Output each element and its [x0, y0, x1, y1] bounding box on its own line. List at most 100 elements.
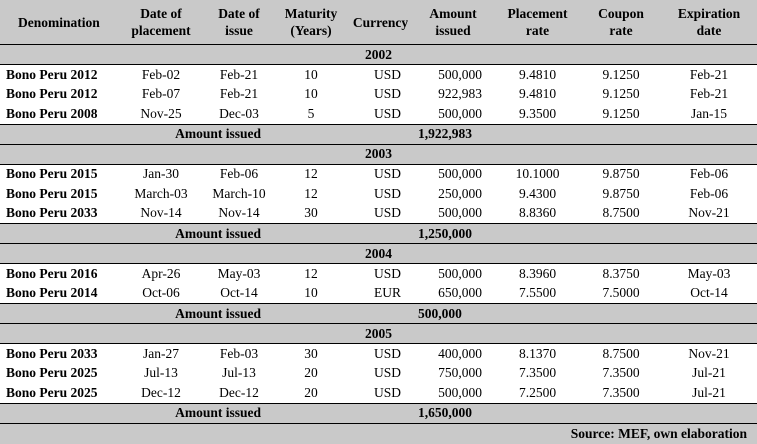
table-cell: 7.5000	[602, 285, 640, 301]
header-date-of-issue: Date of issue	[205, 0, 273, 45]
total-row: Amount issued 1,250,000	[0, 223, 757, 244]
table-cell: 30	[304, 205, 318, 221]
header-maturity: Maturity (Years)	[273, 0, 349, 45]
table-cell: March-03	[134, 185, 188, 201]
header-amount-issued: Amount issued	[412, 0, 494, 45]
table-cell: 20	[304, 384, 318, 400]
table-cell: Bono Peru 2015	[6, 185, 98, 201]
total-gap	[273, 223, 412, 244]
table-cell: Jul-13	[222, 365, 256, 381]
table-cell: 10	[273, 64, 349, 85]
table-cell: Feb-03	[205, 343, 273, 364]
header-date-of-placement: Date of placement	[117, 0, 205, 45]
table-cell: USD	[373, 205, 401, 221]
table-cell: May-03	[661, 263, 757, 284]
table-cell: Jan-27	[117, 343, 205, 364]
table-row: Bono Peru 2015 Jan-30 Feb-06 12 USD 500,000 10…	[0, 163, 757, 184]
total-gap	[273, 123, 412, 144]
table-cell: Dec-03	[219, 105, 259, 121]
table-cell: USD	[373, 105, 401, 121]
table-row: Bono Peru 2012 Feb-07 Feb-21 10 USD 922,983 9.…	[0, 85, 757, 105]
table-cell: 9.1250	[602, 105, 640, 121]
table-cell: Nov-21	[688, 205, 730, 221]
table-cell: Feb-21	[205, 64, 273, 85]
header-denomination: Denomination	[0, 0, 117, 45]
table-cell: 8.3750	[581, 263, 661, 284]
table-cell: Bono Peru 2008	[6, 105, 98, 121]
table-cell: 7.3500	[518, 365, 557, 381]
table-cell: USD	[349, 64, 412, 85]
table-cell: 10.1000	[494, 163, 581, 184]
table-cell: 9.8750	[602, 185, 640, 201]
table-cell: 9.4300	[518, 185, 557, 201]
total-row: Amount issued 1,922,983	[0, 123, 757, 144]
table-cell: 922,983	[438, 86, 482, 102]
table-cell: Oct-06	[142, 285, 180, 301]
table-cell: Bono Peru 2014	[6, 285, 98, 301]
table-cell: 8.3960	[494, 263, 581, 284]
table-cell: 400,000	[412, 343, 494, 364]
table-cell: Jan-15	[691, 105, 727, 121]
table-cell: 10	[304, 86, 318, 102]
table-cell: Oct-14	[220, 285, 258, 301]
table-cell: USD	[373, 86, 401, 102]
table-cell: 8.7500	[581, 343, 661, 364]
table-cell: Bono Peru 2012	[6, 86, 98, 102]
table-cell: 500,000	[412, 64, 494, 85]
source-note: Source: MEF, own elaboration	[0, 422, 757, 444]
source-row: Source: MEF, own elaboration	[0, 422, 757, 444]
header-currency: Currency	[349, 0, 412, 45]
table-cell: USD	[373, 365, 401, 381]
table-row: Bono Peru 2025 Jul-13 Jul-13 20 USD 750,000 7.…	[0, 364, 757, 384]
header-coupon-rate: Coupon rate	[581, 0, 661, 45]
total-amount: 1,250,000	[412, 223, 757, 244]
table-cell: Bono Peru 2025	[6, 384, 98, 400]
total-gap	[273, 303, 412, 324]
table-cell: Feb-21	[689, 86, 729, 102]
table-cell: Dec-12	[219, 384, 259, 400]
table-cell: Bono Peru 2016	[0, 263, 117, 284]
table-cell: 12	[273, 163, 349, 184]
table-cell: 9.1250	[581, 64, 661, 85]
table-cell: Nov-25	[140, 105, 182, 121]
total-gap	[273, 402, 412, 423]
table-row: Bono Peru 2033 Nov-14 Nov-14 30 USD 500,000 8.…	[0, 204, 757, 224]
total-label: Amount issued	[0, 223, 273, 244]
table-cell: 5	[307, 105, 315, 121]
table-cell: 750,000	[438, 365, 482, 381]
table-cell: March-10	[212, 185, 266, 201]
year-label: 2005	[0, 323, 757, 344]
year-row: 2004	[0, 243, 757, 264]
table-cell: Nov-21	[661, 343, 757, 364]
year-label: 2003	[0, 143, 757, 164]
table-cell: 7.3500	[602, 365, 640, 381]
table-cell: EUR	[374, 285, 401, 301]
table-cell: Jul-21	[692, 384, 726, 400]
table-cell: 500,000	[412, 163, 494, 184]
table-cell: Dec-12	[141, 384, 181, 400]
table-row: Bono Peru 2014 Oct-06 Oct-14 10 EUR 650,000 7.…	[0, 284, 757, 304]
table-row: Bono Peru 2008 Nov-25 Dec-03 5 USD 500,000 9.3…	[0, 104, 757, 124]
table-cell: USD	[349, 163, 412, 184]
table-cell: 9.4810	[518, 86, 557, 102]
table-cell: 500,000	[438, 384, 482, 400]
table-cell: 9.4810	[494, 64, 581, 85]
table-cell: Nov-14	[140, 205, 182, 221]
table-cell: Feb-21	[219, 86, 259, 102]
table-cell: Jul-13	[144, 365, 178, 381]
table-cell: Bono Peru 2012	[0, 64, 117, 85]
table-cell: 20	[304, 365, 318, 381]
table-cell: Feb-06	[689, 185, 729, 201]
table-cell: Feb-06	[661, 163, 757, 184]
table-cell: 7.5500	[518, 285, 557, 301]
table-cell: Bono Peru 2015	[0, 163, 117, 184]
table-cell: 7.2500	[518, 384, 557, 400]
total-amount: 1,922,983	[412, 123, 757, 144]
year-row: 2002	[0, 44, 757, 65]
table-cell: 12	[304, 185, 318, 201]
table-cell: 8.8360	[518, 205, 557, 221]
table-cell: 30	[273, 343, 349, 364]
table-cell: Bono Peru 2033	[6, 205, 98, 221]
year-label: 2002	[0, 44, 757, 65]
table-cell: 12	[273, 263, 349, 284]
